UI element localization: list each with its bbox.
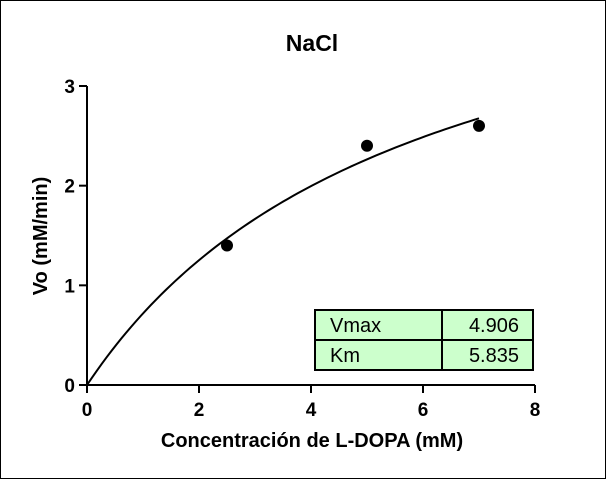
- data-point: [361, 139, 373, 152]
- data-point: [473, 119, 485, 132]
- table-name-text: Vmax: [330, 315, 381, 337]
- x-axis-label: Concentración de L-DOPA (mM): [161, 430, 463, 452]
- table-name-cell: [314, 309, 443, 341]
- x-tick-label: 2: [194, 400, 205, 421]
- x-tick-label: 4: [306, 400, 317, 421]
- fit-curve-layer: [86, 117, 480, 386]
- table-value-cell: [441, 339, 534, 371]
- x-tick-label: 0: [82, 400, 93, 421]
- data-points-layer: [221, 119, 485, 252]
- table-value-cell: [441, 309, 534, 341]
- y-tick-label: 1: [64, 276, 75, 297]
- data-point: [221, 239, 233, 252]
- axes: 0 2 4 6 8 0 1 2 3: [64, 77, 540, 421]
- parameter-table: Vmax 4.906 Km 5.835: [314, 309, 534, 371]
- fit-curve: [86, 117, 480, 386]
- y-axis-label: Vo (mM/min): [30, 177, 52, 296]
- chart-title: NaCl: [286, 30, 338, 56]
- table-name-text: Km: [330, 345, 360, 367]
- y-tick-label: 2: [64, 177, 75, 198]
- y-tick-label: 0: [64, 376, 75, 397]
- x-tick-label: 8: [530, 400, 541, 421]
- y-tick-label: 3: [64, 77, 75, 98]
- table-value-text: 5.835: [469, 345, 519, 367]
- table-name-cell: [314, 339, 443, 371]
- table-value-text: 4.906: [469, 315, 519, 337]
- x-tick-label: 6: [418, 400, 429, 421]
